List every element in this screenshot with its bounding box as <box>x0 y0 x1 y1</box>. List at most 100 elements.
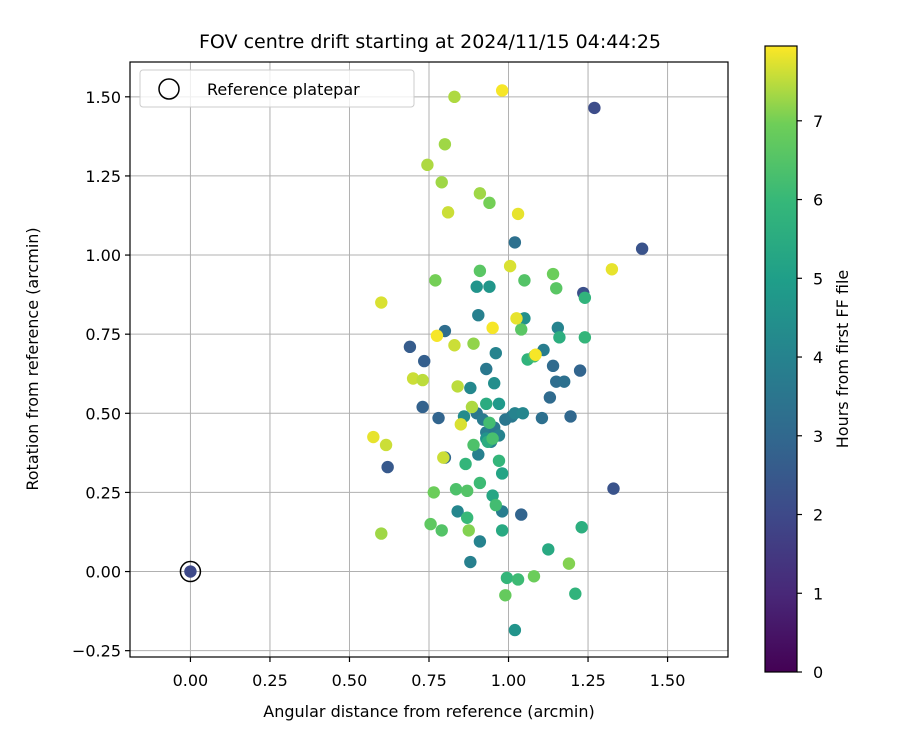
legend-label-reference-platepar: Reference platepar <box>207 80 360 99</box>
y-tick-label: −0.25 <box>72 642 121 661</box>
y-axis-label: Rotation from reference (arcmin) <box>23 227 42 490</box>
data-point <box>403 340 417 354</box>
data-point <box>486 432 499 445</box>
data-point <box>489 498 502 512</box>
data-point <box>448 90 461 104</box>
data-point <box>472 308 485 322</box>
colorbar-tick-label: 3 <box>813 427 823 446</box>
x-tick-label: 0.25 <box>252 671 288 690</box>
colorbar-tick-label: 2 <box>813 506 823 525</box>
data-point <box>429 274 442 287</box>
data-point <box>511 207 525 221</box>
data-point <box>510 312 523 325</box>
x-tick-label: 1.50 <box>650 671 686 690</box>
data-point <box>515 508 528 521</box>
data-point <box>486 489 499 502</box>
data-point <box>451 380 464 393</box>
y-tick-label: 1.50 <box>85 88 121 107</box>
data-point <box>578 331 592 344</box>
data-point <box>511 573 525 586</box>
legend: Reference platepar <box>139 69 415 108</box>
data-point <box>427 486 440 499</box>
data-point <box>607 482 620 495</box>
data-point <box>575 521 588 534</box>
data-point <box>557 375 571 388</box>
data-point <box>381 460 394 474</box>
data-point <box>435 524 448 537</box>
data-point <box>486 321 499 335</box>
data-point <box>562 557 576 570</box>
data-point <box>367 430 380 444</box>
data-point <box>464 381 477 395</box>
y-tick-label: 0.25 <box>85 483 121 502</box>
data-point <box>546 267 560 281</box>
data-point <box>635 242 649 255</box>
x-axis-label: Angular distance from reference (arcmin) <box>263 702 594 721</box>
data-point <box>529 348 542 361</box>
colorbar-tick-label: 4 <box>813 348 823 367</box>
data-point <box>508 623 522 637</box>
colorbar-tick-label: 0 <box>813 663 823 682</box>
data-point <box>573 364 587 377</box>
y-tick-label: 0.00 <box>85 563 121 582</box>
grid-lines <box>130 62 728 657</box>
data-point <box>489 346 502 360</box>
data-point <box>515 323 528 336</box>
data-point <box>460 511 474 524</box>
colorbar-tick-label: 1 <box>813 584 823 603</box>
colorbar-tick-label: 7 <box>813 112 823 131</box>
data-point <box>588 101 601 115</box>
data-point <box>551 321 565 335</box>
data-point <box>437 451 450 464</box>
data-point <box>578 291 592 304</box>
data-point <box>488 377 501 390</box>
data-point <box>495 467 509 480</box>
data-point <box>503 259 517 273</box>
data-point <box>416 400 429 414</box>
data-point <box>465 400 479 414</box>
y-tick-label: 1.25 <box>85 167 121 186</box>
data-point <box>516 407 530 420</box>
plot-area-frame <box>129 61 729 658</box>
data-point <box>375 527 388 540</box>
data-point <box>460 484 474 498</box>
data-point <box>480 397 493 411</box>
data-point <box>500 571 514 585</box>
data-point <box>467 337 480 350</box>
data-point <box>546 359 560 373</box>
data-point <box>492 454 506 467</box>
data-point <box>527 570 541 583</box>
data-point <box>564 410 577 423</box>
colorbar-ticks: 0 1 2 3 4 5 6 7 <box>797 112 823 682</box>
data-point <box>550 282 563 295</box>
data-point <box>459 457 472 471</box>
colorbar-gradient <box>765 46 797 672</box>
data-point <box>430 329 444 342</box>
colorbar-tick-label: 5 <box>813 269 823 288</box>
chart-title: FOV centre drift starting at 2024/11/15 … <box>199 31 661 53</box>
x-tick-label: 0.50 <box>332 671 368 690</box>
data-point <box>454 418 468 431</box>
data-point <box>535 411 549 425</box>
data-point <box>542 543 555 556</box>
scatter-points <box>179 84 649 637</box>
legend-marker-reference-platepar <box>158 78 180 100</box>
x-tick-label: 0.75 <box>411 671 447 690</box>
data-point <box>432 411 445 425</box>
y-tick-label: 1.00 <box>85 246 121 265</box>
data-point <box>379 438 393 452</box>
data-point <box>421 158 434 172</box>
colorbar-label: Hours from first FF file <box>833 270 852 449</box>
data-point <box>435 176 448 189</box>
colorbar-frame <box>764 45 798 673</box>
y-axis-ticks: −0.25 0.00 0.25 0.50 0.75 1.00 1.25 1.50 <box>72 88 130 661</box>
colorbar: 0 1 2 3 4 5 6 7 Hours from first FF file <box>764 45 852 682</box>
data-point <box>473 187 487 200</box>
reference-point-ring <box>179 560 202 583</box>
data-point <box>483 280 496 293</box>
x-tick-label: 1.00 <box>491 671 527 690</box>
data-point <box>508 236 522 249</box>
y-tick-label: 0.50 <box>85 404 121 423</box>
data-point <box>495 524 509 537</box>
